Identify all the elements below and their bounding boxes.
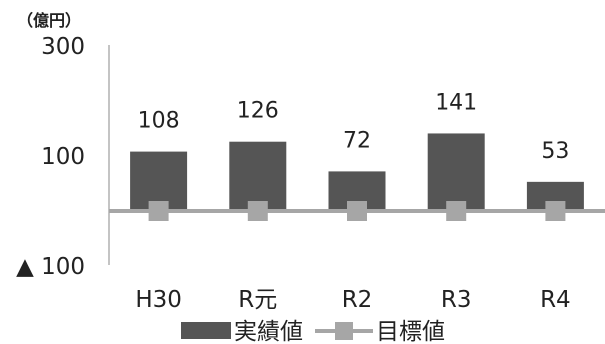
data-labels: 108 126 72 141 53 xyxy=(138,90,570,163)
legend-swatch-actual xyxy=(181,322,231,339)
legend-label-actual: 実績値 xyxy=(234,319,303,344)
x-axis-ticks: H30 R元 R2 R3 R4 xyxy=(135,287,570,313)
legend-swatch-target-marker xyxy=(335,322,353,340)
target-marker xyxy=(347,201,367,221)
legend-label-target: 目標値 xyxy=(376,319,445,344)
y-axis-ticks: 300 100 ▲ 100 xyxy=(16,34,85,280)
data-label: 126 xyxy=(237,99,279,124)
x-tick-label: R4 xyxy=(540,287,571,313)
bar xyxy=(427,133,485,211)
legend: 実績値 目標値 xyxy=(181,319,445,344)
data-label: 72 xyxy=(343,128,371,153)
bar-series xyxy=(130,133,584,211)
target-marker xyxy=(545,201,566,221)
x-tick-label: R元 xyxy=(238,287,277,313)
target-marker xyxy=(247,201,268,221)
data-label: 53 xyxy=(541,139,569,164)
target-marker xyxy=(446,201,467,221)
data-label: 108 xyxy=(138,109,180,134)
target-marker xyxy=(148,201,169,221)
y-tick-label: 100 xyxy=(41,144,85,170)
y-tick-label: ▲ 100 xyxy=(16,254,85,280)
bar xyxy=(229,141,287,211)
x-tick-label: R3 xyxy=(441,287,472,313)
target-series xyxy=(109,201,605,221)
y-tick-label: 300 xyxy=(41,34,85,60)
unit-label: （億円） xyxy=(17,11,81,30)
data-label: 141 xyxy=(435,90,477,115)
x-tick-label: R2 xyxy=(342,287,373,313)
x-tick-label: H30 xyxy=(135,287,182,313)
